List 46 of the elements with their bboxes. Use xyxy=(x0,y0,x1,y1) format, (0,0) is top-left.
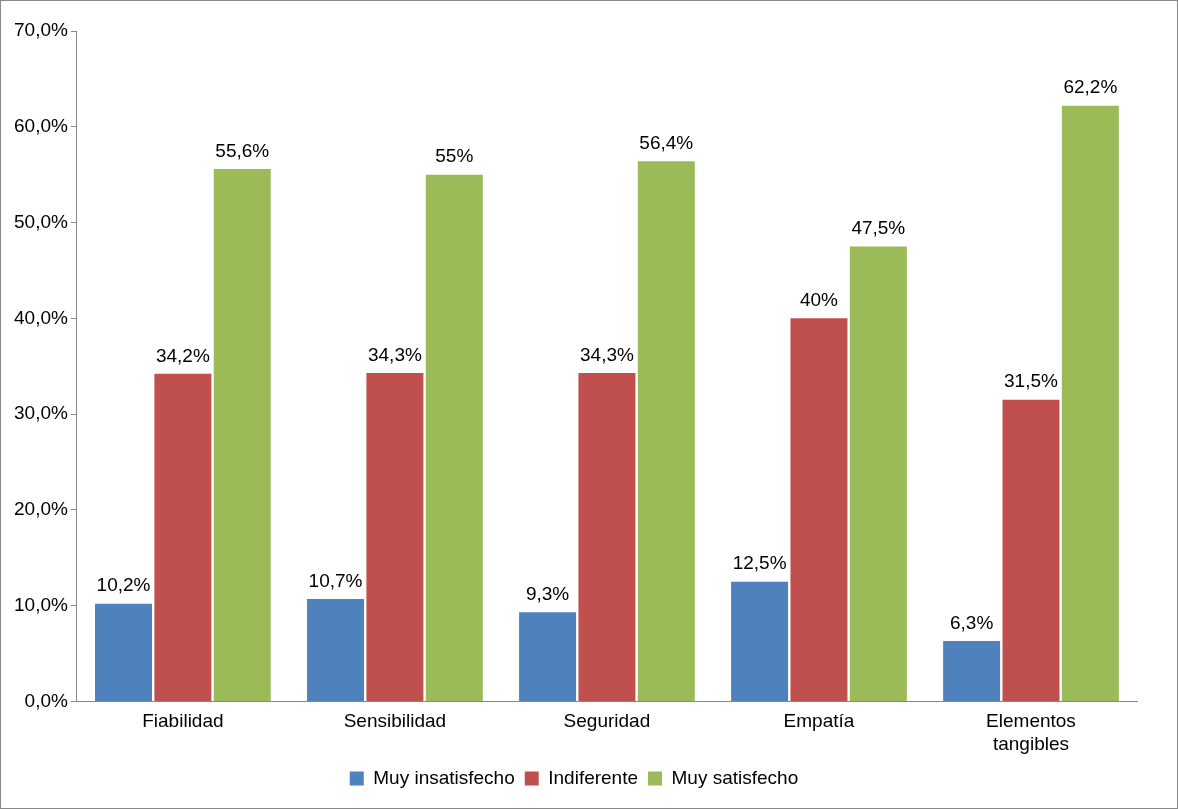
bar xyxy=(366,372,424,701)
data-label: 31,5% xyxy=(1004,370,1059,392)
data-label: 34,2% xyxy=(155,344,210,366)
data-label: 34,3% xyxy=(580,343,634,365)
bar xyxy=(849,246,907,701)
x-tick-label: Sensibilidad xyxy=(343,710,447,732)
x-tick-label: Fiabilidad xyxy=(142,710,224,732)
bar xyxy=(425,174,483,701)
y-tick-label: 10,0% xyxy=(14,593,68,615)
bar xyxy=(154,373,212,701)
legend-label: Muy satisfecho xyxy=(671,766,799,788)
data-label: 62,2% xyxy=(1063,76,1118,98)
x-tick-label: Seguridad xyxy=(563,710,651,732)
y-tick-label: 0,0% xyxy=(24,689,68,711)
data-label: 12,5% xyxy=(732,552,787,574)
data-label: 10,7% xyxy=(308,569,363,591)
legend-label: Muy insatisfecho xyxy=(373,766,515,788)
bar xyxy=(637,161,695,701)
data-label: 55% xyxy=(435,145,474,167)
y-tick-label: 30,0% xyxy=(14,402,68,424)
y-tick-label: 70,0% xyxy=(14,19,68,41)
bar xyxy=(790,318,848,701)
data-label: 9,3% xyxy=(525,583,570,605)
data-label: 47,5% xyxy=(851,217,906,239)
data-label: 34,3% xyxy=(367,343,422,365)
bar xyxy=(1061,105,1119,701)
bar xyxy=(1002,399,1060,701)
legend-label: Indiferente xyxy=(548,766,639,788)
data-label: 40% xyxy=(799,289,839,311)
y-tick-label: 50,0% xyxy=(14,210,68,232)
bar xyxy=(307,598,365,701)
y-tick-label: 20,0% xyxy=(14,498,68,520)
bar xyxy=(95,603,153,701)
y-tick-label: 40,0% xyxy=(14,306,68,328)
data-label: 55,6% xyxy=(215,139,270,161)
data-label: 6,3% xyxy=(949,611,994,633)
bar xyxy=(213,168,271,701)
y-tick-label: 60,0% xyxy=(14,115,68,137)
data-label: 10,2% xyxy=(96,574,151,596)
bar xyxy=(578,372,636,701)
bar xyxy=(731,581,789,701)
bar xyxy=(943,641,1001,701)
bar xyxy=(519,612,577,701)
x-tick-label: Elementos tangibles xyxy=(986,710,1076,754)
data-label: 56,4% xyxy=(639,131,694,153)
x-tick-label: Empatía xyxy=(783,710,855,732)
